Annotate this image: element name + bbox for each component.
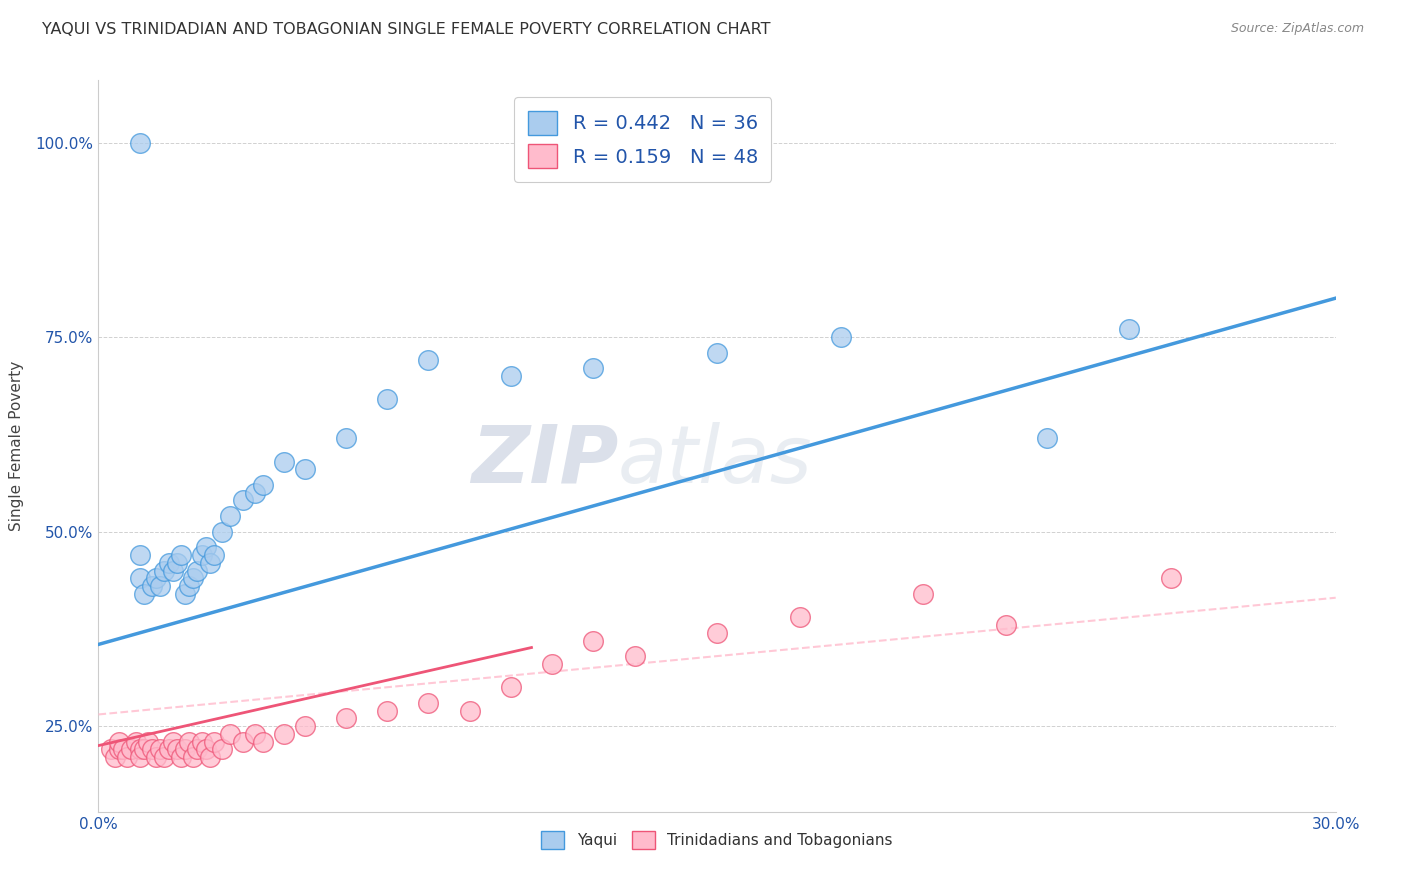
Point (198, 556, 221, 570)
Point (194, 540, 217, 554)
Point (157, 556, 180, 570)
Point (1160, 571, 1182, 585)
Point (179, 579, 201, 593)
Point (145, 571, 167, 585)
Point (149, 579, 172, 593)
Point (132, 742, 155, 756)
Point (706, 345, 728, 359)
Y-axis label: Single Female Poverty: Single Female Poverty (10, 361, 24, 531)
Point (104, 750, 127, 764)
Point (128, 136, 150, 150)
Text: ZIP: ZIP (471, 422, 619, 500)
Point (273, 454, 295, 468)
Point (243, 485, 266, 500)
Point (294, 462, 316, 476)
Point (541, 657, 564, 671)
Point (174, 742, 197, 756)
Text: Source: ZipAtlas.com: Source: ZipAtlas.com (1230, 22, 1364, 36)
Point (149, 742, 172, 756)
Point (141, 742, 163, 756)
Point (789, 610, 811, 624)
Point (186, 742, 208, 756)
Point (211, 524, 233, 539)
Point (162, 564, 184, 578)
Point (623, 649, 645, 664)
Point (100, 742, 122, 756)
Point (186, 564, 208, 578)
Point (128, 571, 150, 585)
Point (335, 431, 357, 445)
Text: atlas: atlas (619, 422, 813, 500)
Point (418, 353, 440, 368)
Point (128, 750, 150, 764)
Point (252, 734, 274, 748)
Point (181, 571, 204, 585)
Point (294, 719, 316, 733)
Point (117, 750, 139, 764)
Point (211, 742, 233, 756)
Point (120, 742, 142, 756)
Point (128, 548, 150, 562)
Point (706, 625, 728, 640)
Point (912, 587, 935, 601)
Point (243, 727, 266, 741)
Point (141, 579, 163, 593)
Point (219, 509, 242, 524)
Point (198, 750, 221, 764)
Point (499, 368, 522, 383)
Point (252, 478, 274, 492)
Point (1118, 322, 1140, 336)
Point (112, 742, 135, 756)
Legend: Yaqui, Trinidadians and Tobagonians: Yaqui, Trinidadians and Tobagonians (536, 824, 898, 855)
Point (153, 750, 176, 764)
Point (202, 548, 225, 562)
Point (273, 727, 295, 741)
Point (190, 548, 212, 562)
Point (830, 330, 852, 344)
Point (202, 734, 225, 748)
Point (499, 680, 522, 694)
Point (108, 734, 131, 748)
Point (145, 750, 167, 764)
Point (174, 587, 197, 601)
Text: YAQUI VS TRINIDADIAN AND TOBAGONIAN SINGLE FEMALE POVERTY CORRELATION CHART: YAQUI VS TRINIDADIAN AND TOBAGONIAN SING… (42, 22, 770, 37)
Point (170, 750, 193, 764)
Point (181, 750, 204, 764)
Point (157, 742, 180, 756)
Point (232, 493, 254, 508)
Point (582, 361, 605, 376)
Point (166, 742, 188, 756)
Point (335, 711, 357, 725)
Point (108, 742, 131, 756)
Point (994, 618, 1017, 632)
Point (375, 392, 398, 407)
Point (582, 633, 605, 648)
Point (162, 734, 184, 748)
Point (128, 742, 150, 756)
Point (153, 564, 176, 578)
Point (375, 704, 398, 718)
Point (170, 548, 193, 562)
Point (166, 556, 188, 570)
Point (190, 734, 212, 748)
Point (132, 587, 155, 601)
Point (136, 734, 159, 748)
Point (458, 704, 481, 718)
Point (232, 734, 254, 748)
Point (124, 734, 146, 748)
Point (179, 734, 201, 748)
Point (418, 696, 440, 710)
Point (194, 742, 217, 756)
Point (1036, 431, 1059, 445)
Point (219, 727, 242, 741)
